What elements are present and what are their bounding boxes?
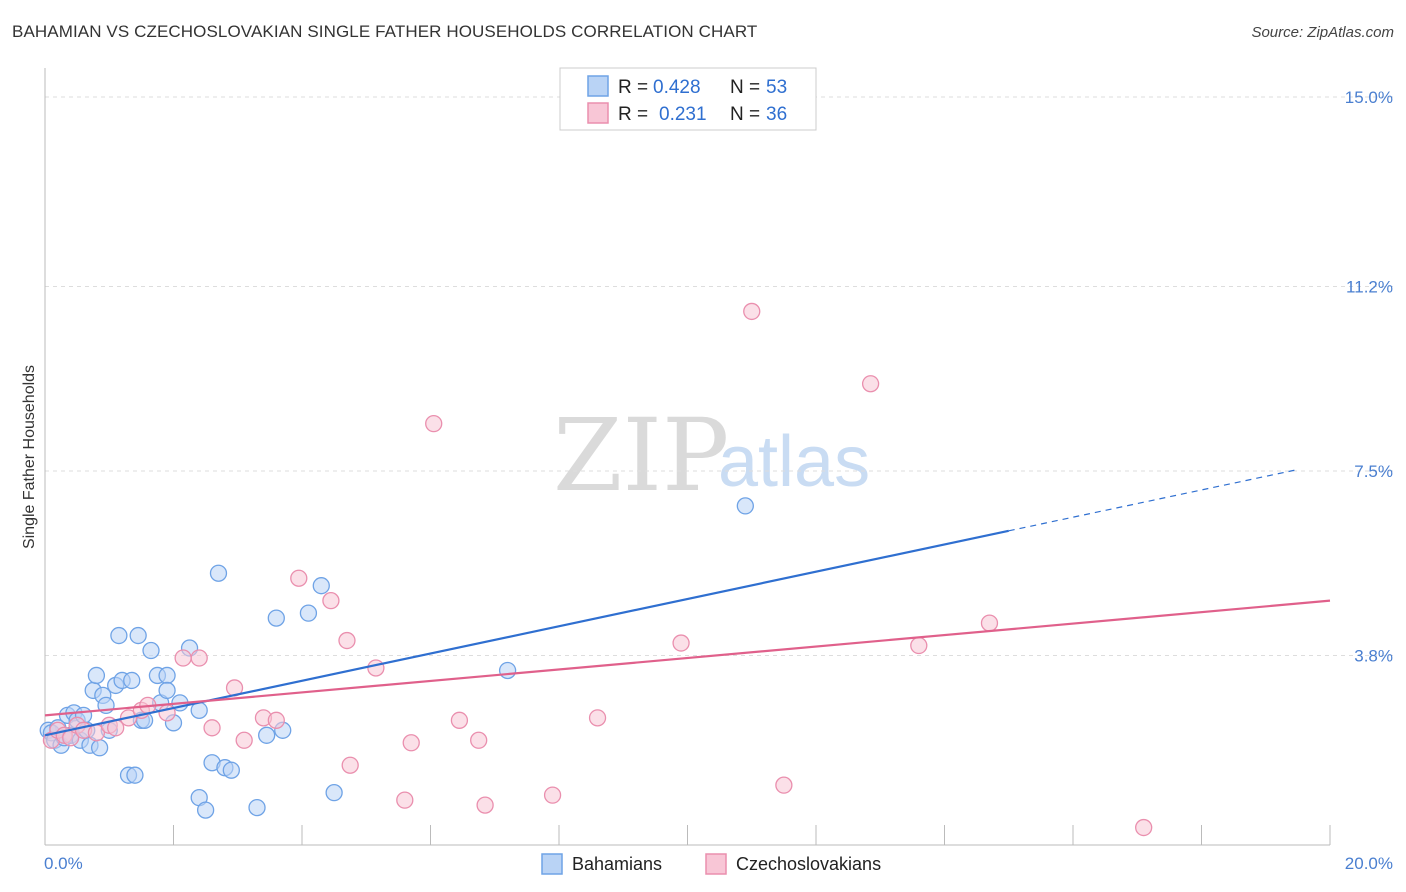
data-point	[402, 734, 420, 752]
legend-n-value-1: 53	[766, 77, 787, 98]
data-point	[498, 661, 517, 680]
data-point	[588, 709, 607, 727]
watermark-atlas: atlas	[718, 422, 870, 502]
data-point	[290, 569, 308, 587]
legend-r-value-1: 0.428	[653, 77, 701, 98]
data-point	[158, 666, 176, 685]
gridlines	[45, 96, 1395, 657]
data-point	[450, 711, 469, 729]
legend-swatch-pink	[587, 102, 609, 124]
data-point	[235, 731, 253, 749]
data-point	[980, 614, 999, 632]
legend-swatch-blue	[587, 75, 609, 97]
data-point	[312, 577, 330, 595]
data-point	[258, 726, 276, 744]
bottom-legend-label-bahamians: Bahamians	[572, 854, 662, 874]
correlation-legend: R = 0.428 N = 53 R = 0.231 N = 36	[559, 67, 817, 131]
data-point	[90, 739, 109, 757]
series-legend: Bahamians Czechoslovakians	[541, 853, 881, 875]
data-point	[543, 786, 562, 804]
x-tick-label: 0.0%	[44, 854, 83, 873]
trend-lines	[44, 468, 1331, 737]
data-point	[299, 604, 318, 622]
legend-r-value-2: 0.231	[659, 104, 707, 125]
data-point	[672, 634, 690, 652]
legend-n-value-2: 36	[766, 104, 787, 125]
data-point	[267, 711, 285, 729]
data-point	[248, 798, 266, 817]
trend-line-bahamians	[44, 529, 1009, 737]
y-tick-label: 15.0%	[1345, 88, 1393, 107]
data-point	[267, 609, 285, 627]
data-point	[775, 776, 793, 794]
y-tick-label: 7.5%	[1354, 462, 1393, 481]
y-axis-title: Single Father Households	[21, 365, 38, 549]
data-point	[743, 302, 761, 321]
tick-labels: 3.8% 7.5% 11.2% 15.0% 0.0% 20.0%	[44, 88, 1393, 873]
source-label: Source: ZipAtlas.com	[1251, 24, 1394, 41]
legend-n-label-1: N =	[730, 77, 760, 98]
data-point	[325, 783, 343, 802]
bottom-legend-swatch-czechoslovakians	[705, 853, 727, 875]
bottom-legend-swatch-bahamians	[541, 853, 563, 875]
x-tick-label: 20.0%	[1345, 854, 1393, 873]
data-point	[158, 681, 176, 700]
data-point	[338, 631, 356, 650]
data-point	[209, 564, 228, 582]
data-point	[190, 649, 208, 667]
data-point	[322, 592, 340, 610]
data-point	[222, 761, 240, 779]
data-point	[142, 641, 160, 660]
data-point	[470, 731, 488, 749]
data-point	[910, 636, 928, 655]
data-point	[341, 756, 359, 774]
data-point	[87, 666, 106, 685]
series-bahamians	[39, 497, 754, 819]
legend-r-label-2: R =	[618, 104, 648, 125]
data-point	[396, 791, 414, 809]
axes	[44, 68, 1331, 846]
y-tick-label: 11.2%	[1346, 277, 1393, 296]
data-point	[196, 801, 215, 819]
legend-n-label-2: N =	[730, 104, 760, 125]
data-point	[203, 719, 221, 737]
chart-title: BAHAMIAN VS CZECHOSLOVAKIAN SINGLE FATHE…	[12, 22, 758, 41]
bottom-legend-label-czechoslovakians: Czechoslovakians	[736, 854, 881, 874]
legend-r-label-1: R =	[618, 77, 648, 98]
trend-line-czechoslovakians	[44, 599, 1331, 717]
data-point	[110, 626, 128, 645]
data-point	[367, 659, 385, 677]
data-point	[126, 766, 144, 784]
data-point	[736, 497, 754, 515]
data-point	[476, 796, 494, 814]
trend-line-bahamians-extension	[1008, 468, 1298, 532]
data-point	[129, 626, 147, 645]
data-point	[123, 671, 141, 690]
watermark-zip: ZIP	[553, 397, 729, 514]
data-point	[1135, 818, 1153, 837]
data-point	[425, 414, 443, 433]
data-point	[861, 375, 880, 393]
data-point	[174, 649, 192, 667]
y-tick-label: 3.8%	[1354, 647, 1393, 666]
